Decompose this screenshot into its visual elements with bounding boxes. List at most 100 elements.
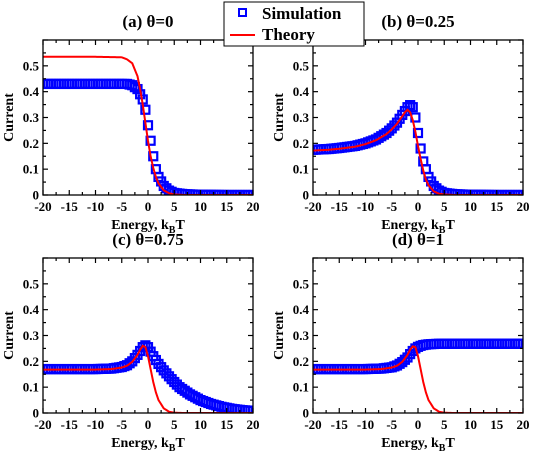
panel-b: (b) θ=0.25 -20 -15 -10 -5 0 5 10 15 20 0 0.1 0.2 0.3… <box>272 12 530 236</box>
y-tick-label: 0.1 <box>293 162 309 177</box>
theory-series <box>313 345 523 413</box>
simulation-point <box>407 102 418 113</box>
plot-frame <box>42 257 254 414</box>
simulation-point <box>517 338 523 349</box>
legend-theory-label: Theory <box>262 25 315 44</box>
panel-d-plot: -20 -15 -10 -5 0 5 10 15 20 0 0.1 0.2 0.3 0.4 0.5 Energ… <box>272 257 530 454</box>
simulation-point <box>142 120 154 131</box>
y-tick-label: 0.1 <box>23 380 39 395</box>
y-axis-label: Current <box>2 311 17 360</box>
panel-b-plot: -20 -15 -10 -5 0 5 10 15 20 0 0.1 0.2 0.3 0.4 0.5 Energ… <box>272 39 530 236</box>
x-tick-label: 20 <box>247 199 260 214</box>
y-tick-label: 0.3 <box>23 328 40 343</box>
simulation-series <box>43 340 253 413</box>
legend: Simulation Theory <box>223 1 365 47</box>
panel-a-plot: -20 -15 -10 -5 0 5 10 15 20 0 0.1 0.2 0.3 0.4 0.5 Energ… <box>2 39 260 236</box>
plot-frame <box>312 39 524 196</box>
y-tick-label: 0.2 <box>23 136 39 151</box>
y-tick-label: 0 <box>33 406 40 421</box>
simulation-point <box>169 376 180 388</box>
x-tick-label: 10 <box>194 199 207 214</box>
y-tick-label: 0.2 <box>293 354 309 369</box>
y-tick-label: 0.1 <box>293 380 309 395</box>
x-tick-label: -5 <box>116 199 127 214</box>
x-tick-label: -15 <box>331 417 349 432</box>
y-tick-label: 0 <box>303 406 310 421</box>
y-tick-label: 0.5 <box>293 276 310 291</box>
x-tick-label: 15 <box>220 417 234 432</box>
x-tick-label: 15 <box>490 199 504 214</box>
simulation-point <box>163 371 175 382</box>
simulation-point <box>148 151 159 162</box>
x-axis-label: Energy, kBT <box>111 436 185 454</box>
y-tick-label: 0.1 <box>23 162 39 177</box>
x-tick-label: 0 <box>145 417 152 432</box>
simulation-point <box>386 123 397 134</box>
theory-series <box>43 344 253 413</box>
y-tick-label: 0.4 <box>293 84 310 99</box>
x-tick-label: 15 <box>490 417 504 432</box>
panel-a: (a) θ=0 -20 -15 -10 -5 0 5 10 15 20 0 0.1 0.2 0.3 0.4… <box>2 12 260 236</box>
legend-simulation-label: Simulation <box>262 4 342 23</box>
theory-series <box>313 108 523 195</box>
plot-frame <box>312 257 524 414</box>
simulation-point <box>166 374 177 385</box>
x-tick-label: 10 <box>464 199 477 214</box>
x-tick-label: -20 <box>304 199 321 214</box>
theory-series <box>43 55 253 195</box>
simulation-point <box>384 125 395 136</box>
theory-line <box>313 108 523 195</box>
panel-d-title: (d) θ=1 <box>392 230 444 249</box>
x-tick-label: -15 <box>61 417 79 432</box>
panel-d: (d) θ=1 -20 -15 -10 -5 0 5 10 15 20 0 0.1 0.2 0.3 0.4… <box>272 230 530 454</box>
panel-c-title: (c) θ=0.75 <box>112 230 183 249</box>
y-tick-label: 0.5 <box>23 276 40 291</box>
x-tick-label: 5 <box>441 417 448 432</box>
x-tick-label: -20 <box>34 199 51 214</box>
x-axis-label: Energy, kBT <box>381 436 455 454</box>
theory-line <box>313 345 523 413</box>
y-tick-label: 0 <box>303 188 310 203</box>
y-tick-label: 0.2 <box>293 136 309 151</box>
theory-line <box>43 344 253 413</box>
simulation-point <box>140 104 151 115</box>
y-tick-label: 0.3 <box>23 110 40 125</box>
x-tick-label: 5 <box>441 199 448 214</box>
x-tick-label: -10 <box>87 199 104 214</box>
simulation-point <box>399 354 410 365</box>
x-tick-label: 0 <box>145 199 152 214</box>
x-tick-label: 20 <box>517 417 530 432</box>
x-tick-label: -5 <box>386 417 397 432</box>
y-axis-label: Current <box>272 311 287 360</box>
x-tick-label: -5 <box>386 199 397 214</box>
y-tick-label: 0.4 <box>293 302 310 317</box>
x-tick-label: 5 <box>171 417 178 432</box>
panel-c-plot: -20 -15 -10 -5 0 5 10 15 20 0 0.1 0.2 0.3 0.4 0.5 Energ… <box>2 257 260 454</box>
x-tick-label: 0 <box>415 417 422 432</box>
x-tick-label: 20 <box>247 417 260 432</box>
x-tick-label: -15 <box>61 199 79 214</box>
y-tick-label: 0.2 <box>23 354 39 369</box>
y-tick-label: 0.4 <box>23 302 40 317</box>
simulation-point <box>145 135 156 146</box>
panel-a-title: (a) θ=0 <box>122 12 173 31</box>
simulation-point <box>389 120 400 131</box>
simulation-point <box>402 102 413 113</box>
x-tick-label: -5 <box>116 417 127 432</box>
panel-c: (c) θ=0.75 -20 -15 -10 -5 0 5 10 15 20 0 0.1 0.2 0.3… <box>2 230 260 454</box>
x-tick-label: -20 <box>34 417 51 432</box>
simulation-point <box>132 83 143 95</box>
simulation-point <box>415 143 426 154</box>
legend-box <box>223 1 365 47</box>
simulation-point <box>412 127 424 139</box>
x-tick-label: -15 <box>331 199 349 214</box>
y-tick-label: 0 <box>33 188 40 203</box>
x-tick-label: 10 <box>194 417 207 432</box>
y-tick-label: 0.5 <box>23 58 40 73</box>
y-tick-label: 0.3 <box>293 328 310 343</box>
legend-simulation-marker <box>238 8 247 17</box>
simulation-point <box>405 99 416 111</box>
x-tick-label: -10 <box>357 199 374 214</box>
x-axis-label: Energy, kBT <box>381 218 455 236</box>
